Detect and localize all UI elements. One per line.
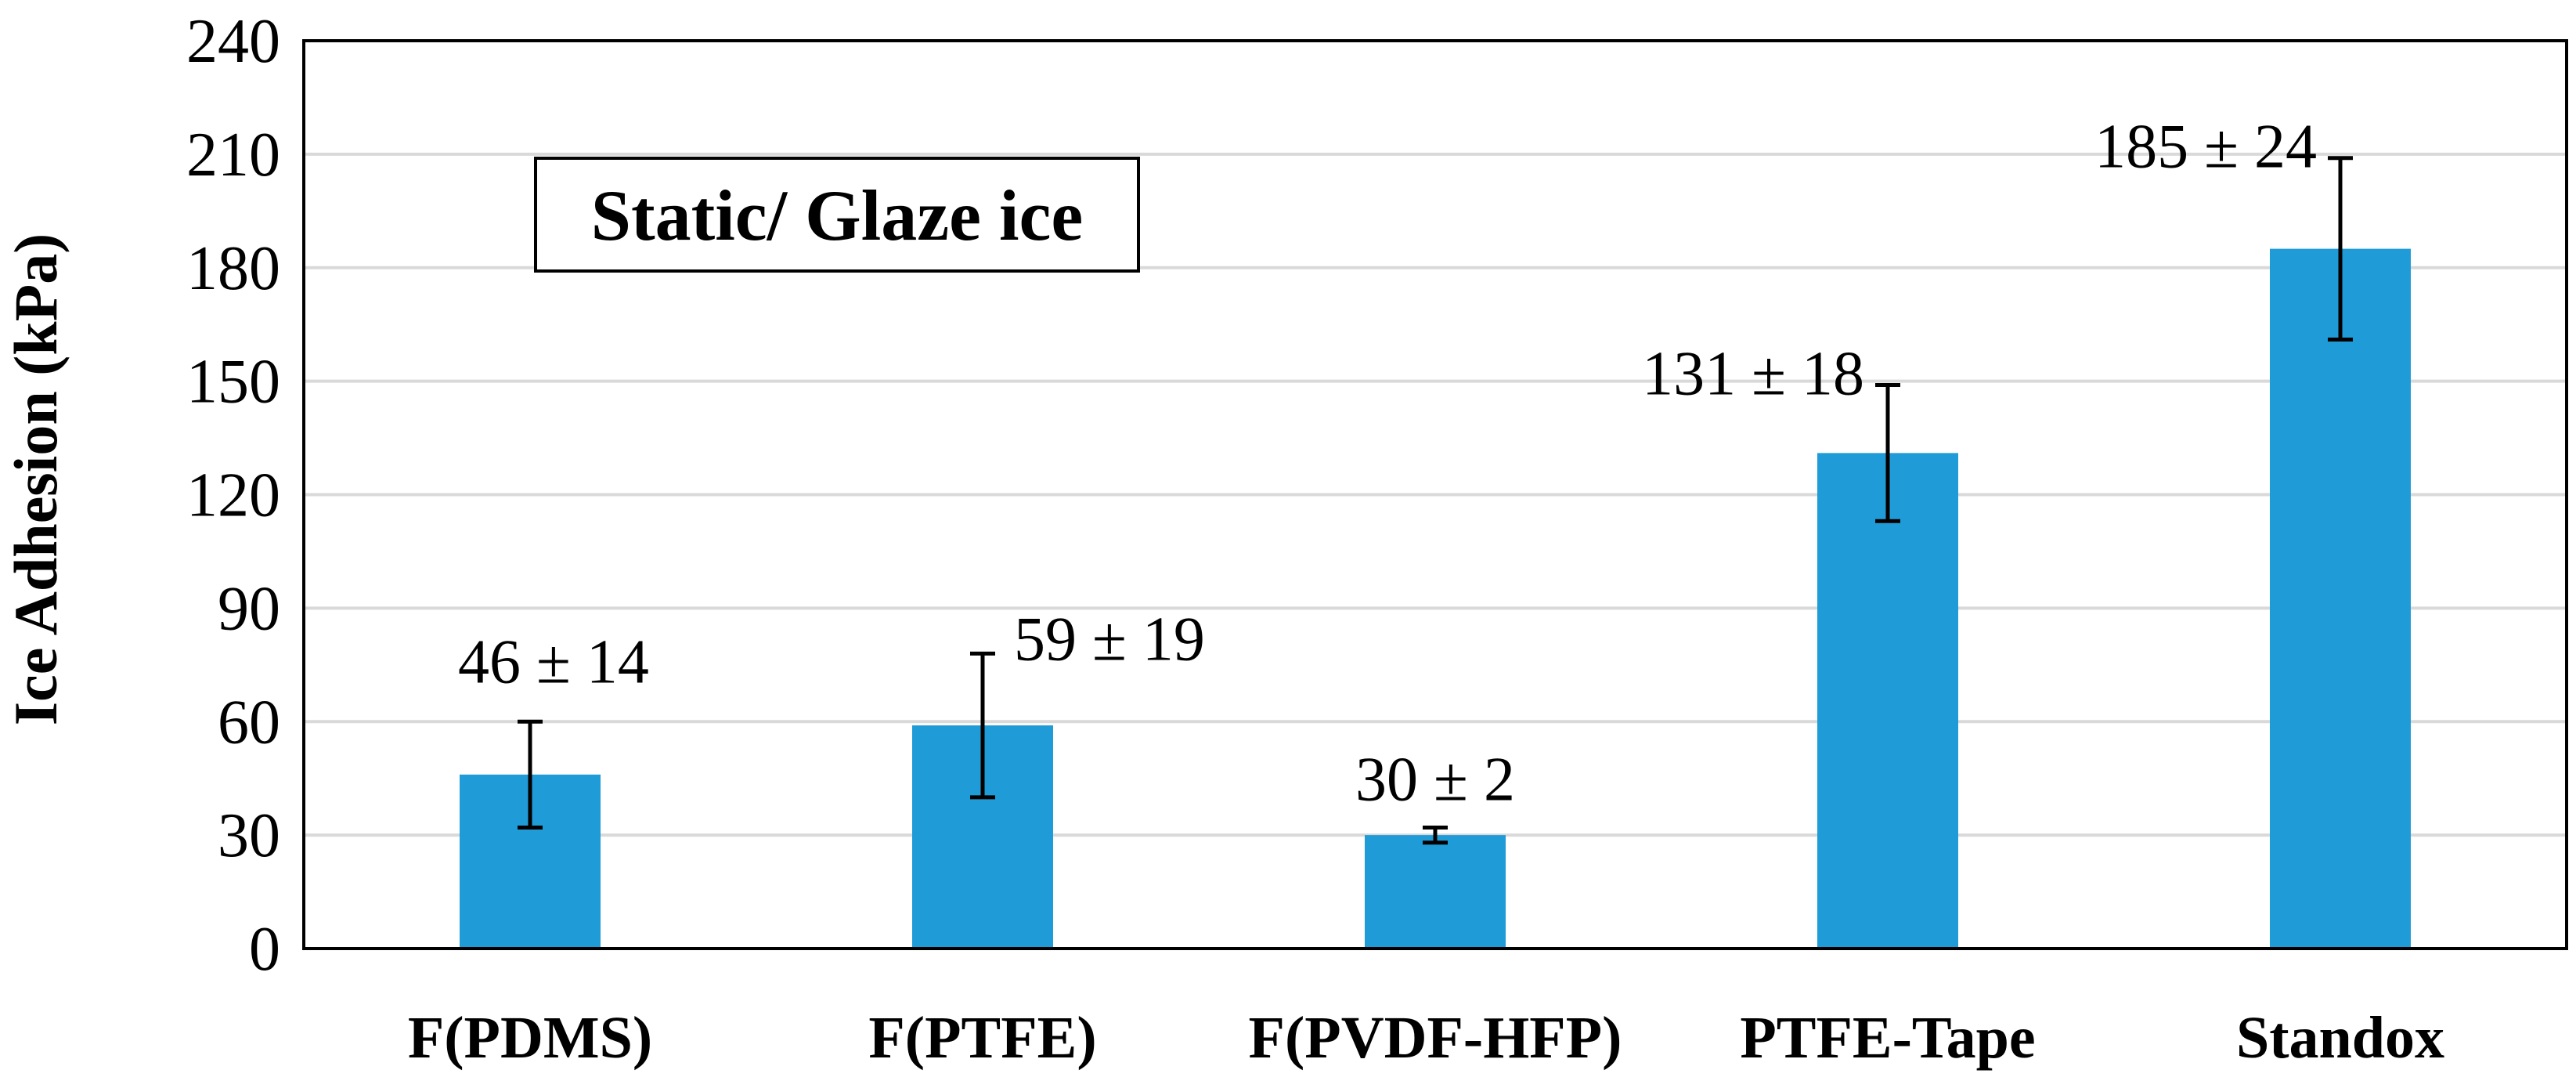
chart-annotation: Static/ Glaze ice xyxy=(534,157,1140,273)
data-label: 59 ± 19 xyxy=(1014,605,1205,674)
data-label: 185 ± 24 xyxy=(2094,113,2317,182)
y-tick-label: 30 xyxy=(218,801,280,870)
data-label: 131 ± 18 xyxy=(1642,339,1864,408)
x-tick-label: F(PTFE) xyxy=(868,1005,1096,1071)
error-bar xyxy=(1423,825,1448,845)
bar-ptfe-tape xyxy=(1817,453,1958,949)
error-bar xyxy=(970,651,995,800)
error-bar xyxy=(518,719,543,830)
y-axis-title: Ice Adhesion (kPa) xyxy=(2,233,70,725)
bar-f-pvdf-hfp xyxy=(1365,835,1506,949)
data-labels: 46 ± 14 59 ± 19 30 ± 2 131 ± 18 185 ± 24 xyxy=(458,113,2317,815)
x-tick-label: PTFE-Tape xyxy=(1740,1005,2035,1071)
x-tick-label: Standox xyxy=(2236,1005,2444,1071)
y-tick-label: 0 xyxy=(249,915,280,984)
data-label: 30 ± 2 xyxy=(1355,745,1515,814)
x-tick-label: F(PVDF-HFP) xyxy=(1249,1005,1622,1071)
y-tick-label: 150 xyxy=(186,348,280,417)
y-tick-label: 90 xyxy=(218,574,280,643)
x-tick-label: F(PDMS) xyxy=(408,1005,652,1071)
y-tick-label: 60 xyxy=(218,688,280,757)
error-bar xyxy=(1875,382,1900,523)
bar-standox xyxy=(2270,248,2411,949)
y-tick-labels: 0 30 60 90 120 150 180 210 240 xyxy=(186,7,280,984)
y-tick-label: 240 xyxy=(186,7,280,76)
x-tick-labels: F(PDMS) F(PTFE) F(PVDF-HFP) PTFE-Tape Stando… xyxy=(408,1005,2444,1071)
annotation-text: Static/ Glaze ice xyxy=(591,175,1083,255)
data-label: 46 ± 14 xyxy=(458,627,649,696)
annotation-box xyxy=(534,157,1140,273)
error-bar xyxy=(2328,156,2353,342)
y-tick-label: 120 xyxy=(186,461,280,530)
y-tick-label: 210 xyxy=(186,121,280,190)
plot-frame xyxy=(302,39,2568,950)
y-tick-label: 180 xyxy=(186,234,280,303)
error-bars xyxy=(518,156,2353,845)
